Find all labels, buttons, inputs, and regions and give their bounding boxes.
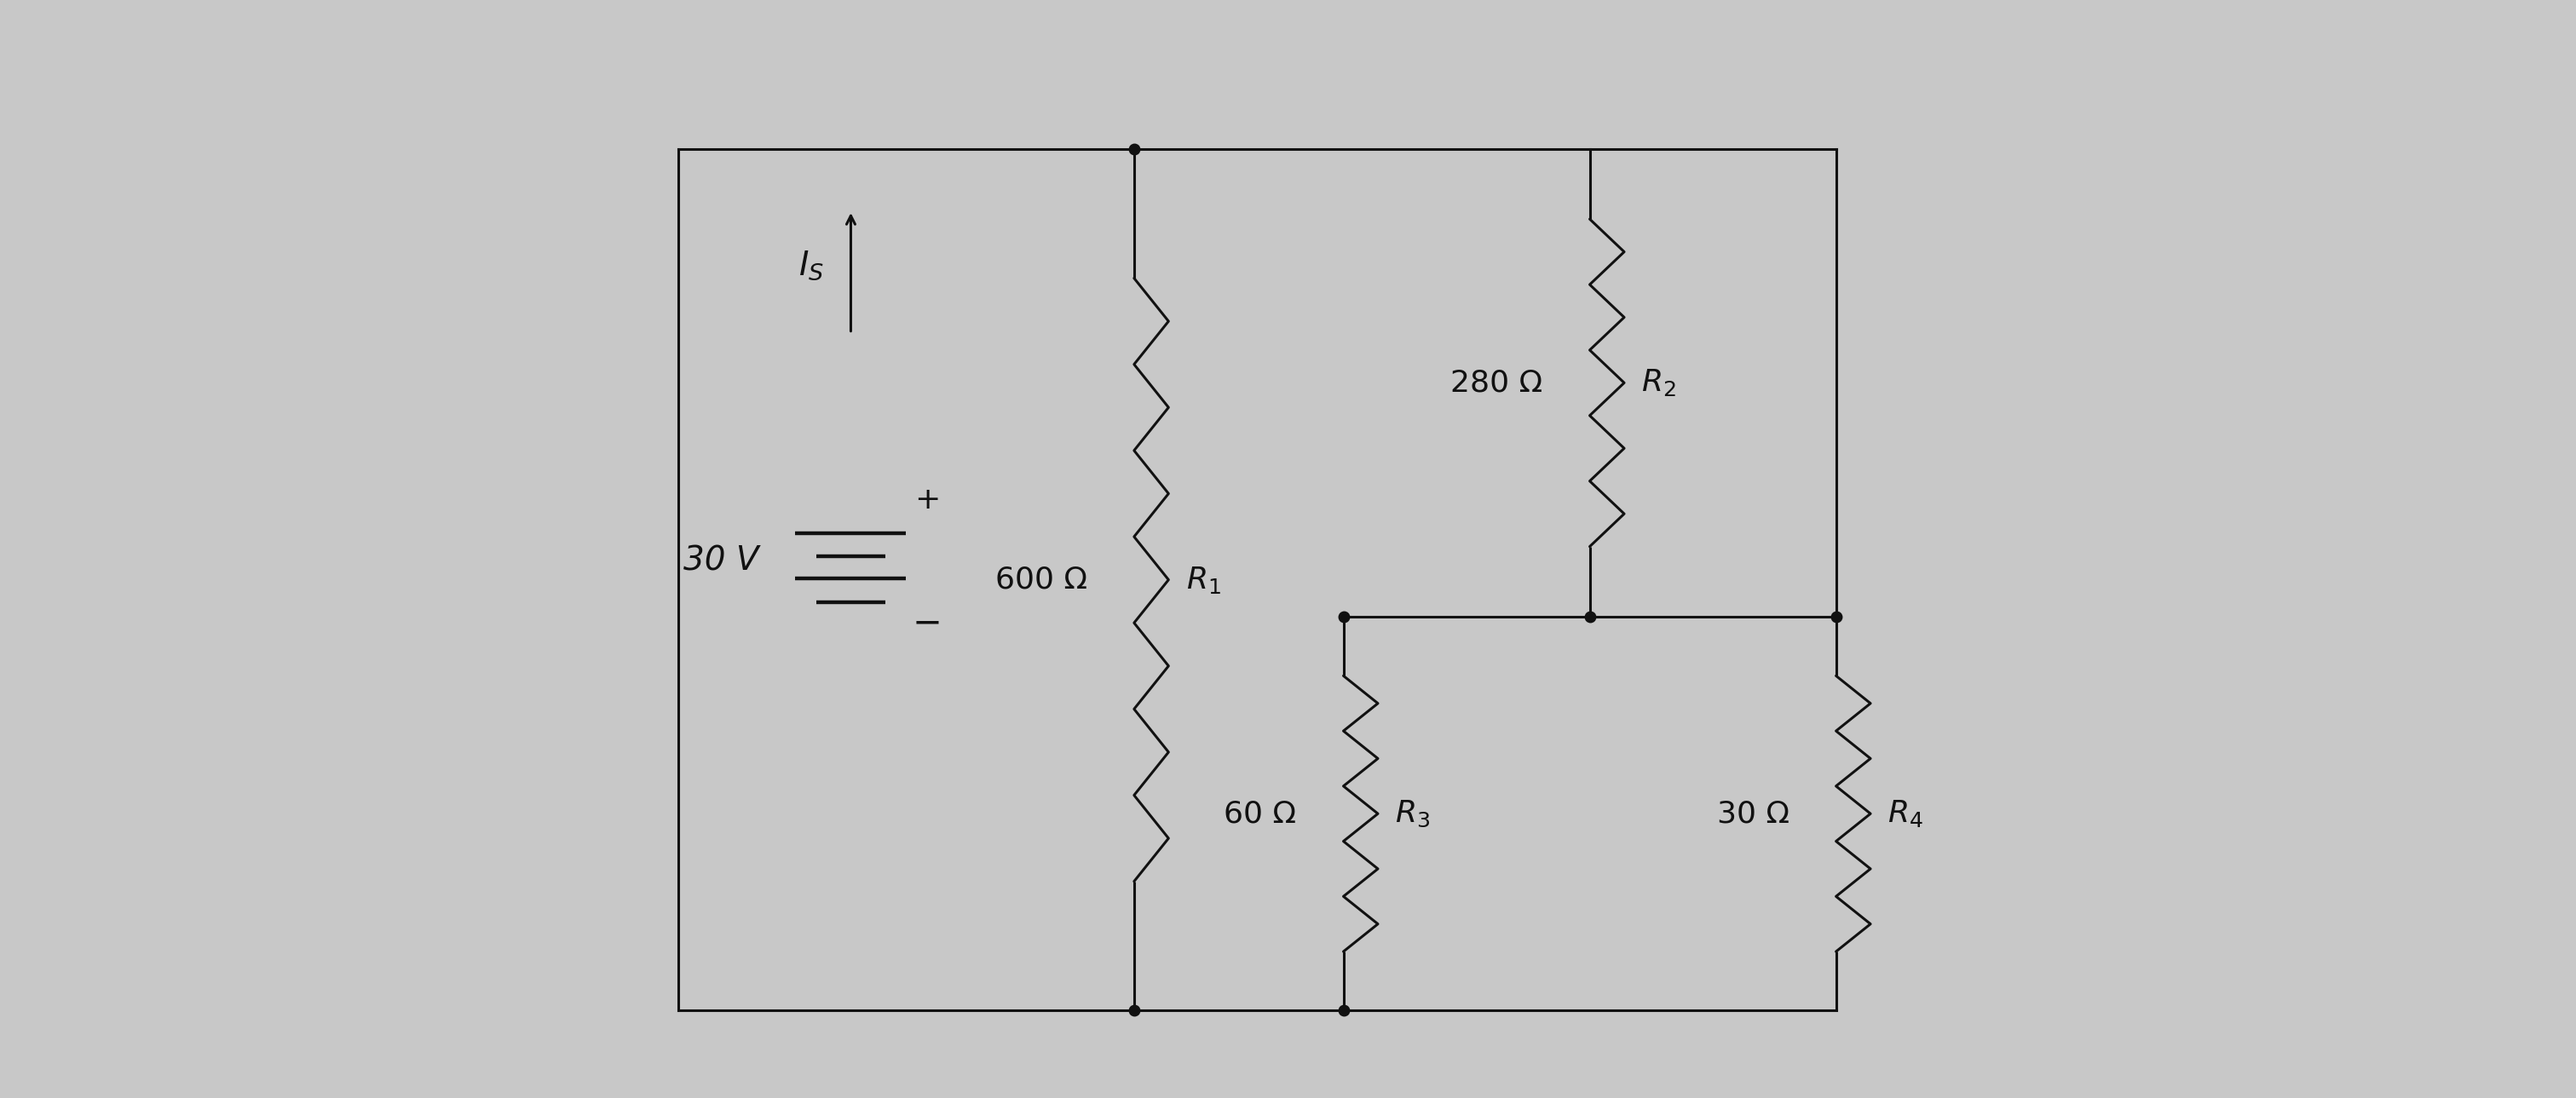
Text: +: + bbox=[914, 485, 940, 514]
Text: −: − bbox=[912, 605, 943, 641]
Text: 280 Ω: 280 Ω bbox=[1450, 368, 1543, 397]
Text: 30 Ω: 30 Ω bbox=[1716, 799, 1790, 828]
Text: 30 V: 30 V bbox=[683, 545, 757, 578]
Text: 600 Ω: 600 Ω bbox=[994, 565, 1087, 594]
Text: $R_4$: $R_4$ bbox=[1888, 798, 1924, 829]
Text: 60 Ω: 60 Ω bbox=[1224, 799, 1296, 828]
Text: $I_S$: $I_S$ bbox=[799, 249, 824, 282]
Text: $R_1$: $R_1$ bbox=[1185, 564, 1221, 595]
Text: $R_2$: $R_2$ bbox=[1641, 368, 1677, 399]
Text: $R_3$: $R_3$ bbox=[1396, 798, 1430, 829]
